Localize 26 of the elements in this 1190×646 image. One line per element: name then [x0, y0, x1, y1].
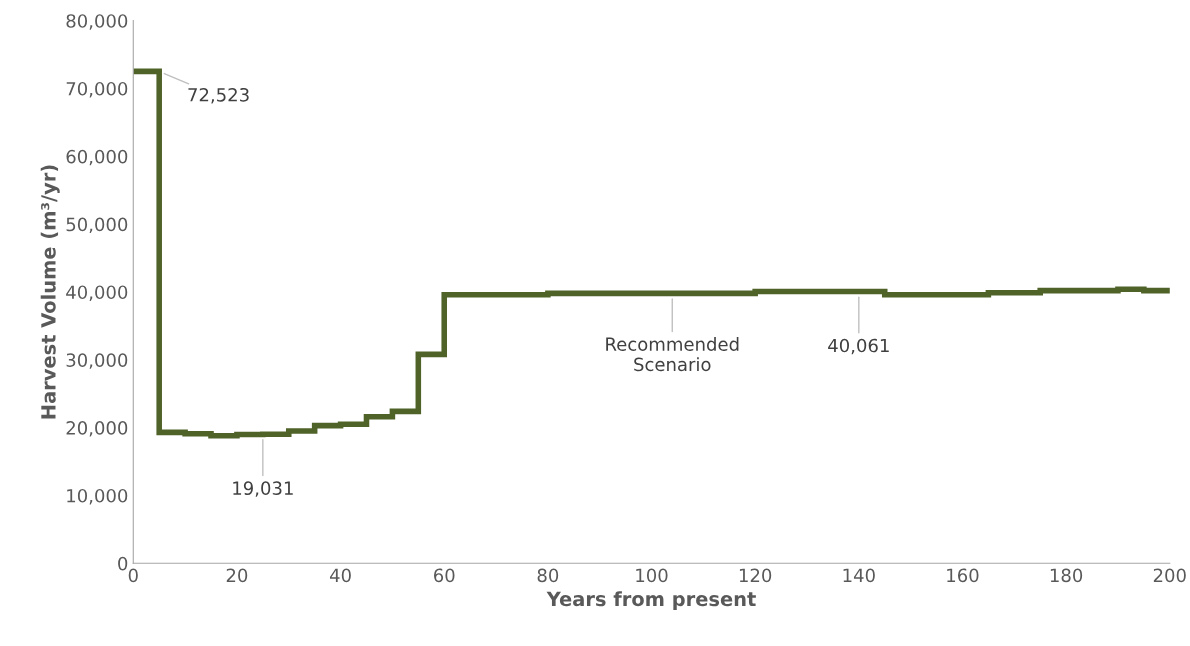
x-tick-label: 120 [739, 568, 772, 583]
y-tick-label: 40,000 [66, 285, 128, 301]
x-axis-title: Years from present [546, 591, 756, 611]
annotation: 72,523 [188, 87, 249, 104]
y-tick-label: 50,000 [66, 217, 128, 234]
x-tick-label: 20 [226, 568, 248, 583]
annotation: 40,061 [828, 338, 889, 355]
y-tick-label: 10,000 [67, 488, 128, 505]
y-axis-title: Harvest Volume (m³/yr) [40, 165, 60, 419]
y-tick-label: 60,000 [66, 149, 128, 166]
x-tick-label: 60 [434, 568, 455, 583]
annotation: 19,031 [233, 481, 293, 497]
x-tick-label: 160 [947, 568, 979, 583]
y-tick-label: 80,000 [66, 14, 128, 30]
x-tick-label: 180 [1050, 568, 1083, 583]
x-tick-label: 0 [128, 568, 138, 583]
annotation: Recommended Scenario [606, 337, 739, 372]
x-tick-label: 80 [537, 568, 559, 583]
x-tick-label: 140 [843, 568, 875, 583]
x-tick-label: 200 [1153, 568, 1186, 583]
x-tick-label: 100 [636, 568, 668, 583]
y-tick-label: 30,000 [66, 353, 128, 369]
y-tick-label: 0 [118, 556, 128, 571]
y-tick-label: 70,000 [66, 81, 128, 98]
y-tick-label: 20,000 [66, 421, 128, 437]
x-tick-label: 40 [329, 568, 351, 583]
